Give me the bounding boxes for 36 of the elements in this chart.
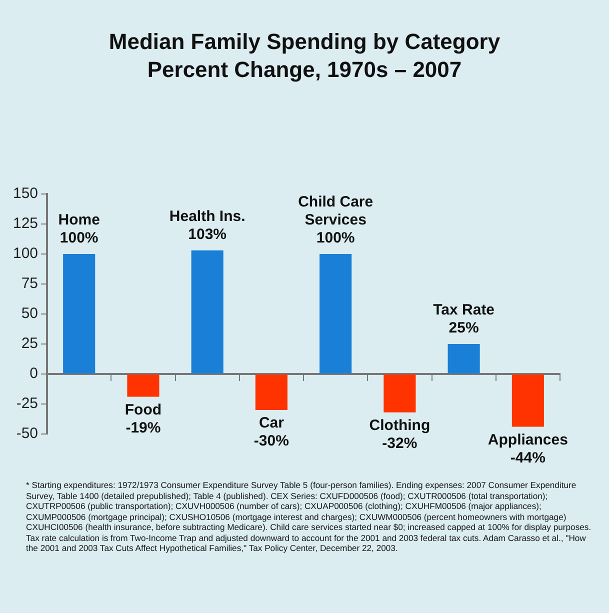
chart-title: Median Family Spending by Category (108, 28, 502, 56)
bar (448, 344, 480, 374)
y-tick-label: -25 (16, 395, 38, 412)
x-tick-label: Home (58, 212, 100, 229)
y-tick-label: -50 (16, 425, 38, 442)
x-tick-label: Appliances (488, 431, 568, 448)
x-tick-label: Tax Rate (433, 302, 495, 319)
x-tick-label: Child Care Services (298, 194, 374, 229)
bar (191, 250, 224, 374)
x-tick-label: Food (124, 401, 162, 418)
y-tick-label: 100 (12, 245, 38, 262)
bar (255, 374, 288, 410)
bar (320, 254, 352, 374)
x-tick-label: Car (258, 414, 284, 432)
chart-subtitle: Percent Change, 1970s – 2007 (146, 56, 463, 84)
y-tick-label: 150 (12, 185, 38, 202)
y-tick-label: 25 (21, 335, 38, 352)
x-tick-label: Health Ins. (169, 208, 246, 226)
data-label: 100% (60, 230, 98, 247)
y-tick-label: 0 (30, 365, 38, 382)
y-tick-label: 75 (21, 275, 38, 292)
y-tick-label: 125 (12, 215, 38, 232)
bar (512, 374, 544, 427)
x-tick-label: Clothing (369, 417, 430, 434)
bar (63, 254, 96, 374)
y-tick-label: 50 (21, 305, 38, 322)
text: * Starting expenditures: 1972/1973 Consumer Expenditure Survey Table 5 (four-person families). Ending expenses: 2007 Consumer Expenditure Survey, Table 1400 (detailed prepublished); Table 4 (published). CEX Series: CXUFD000506 (food); CXUTR000506 (total transportation); CXUTRP00506 (public transportation); CXUVH000506 (number of cars); CXUAP000506 (clothing); CXUHFM00506 (major appliances); CXUMP000506 (mortgage principal); CXUSHO10506 (mortgage interest and charges); CXUWM000506 (percent homeowners with mortgage) CXUHCI00506 (health insurance, before subtracting Medicare). Child care services started near $0; increased capped at 100% for display purposes. Tax rate calculation is from Two-Income Trap and adjusted downward to account for the 2001 and 2003 federal tax cuts. Adam Carasso et al., "How the 2001 and 2003 Tax Cuts Affect Hypothetical Families," Tax Policy Center, December 22, 2003. (26, 480, 592, 554)
data-label: 100% (316, 230, 355, 247)
data-label: -19% (126, 419, 161, 436)
bar (384, 374, 416, 412)
data-label: 25% (448, 320, 479, 337)
data-label: -32% (382, 435, 418, 452)
data-label: 103% (188, 226, 227, 244)
data-label: -44% (510, 449, 546, 466)
data-label: -30% (254, 432, 289, 450)
bar (127, 374, 160, 397)
